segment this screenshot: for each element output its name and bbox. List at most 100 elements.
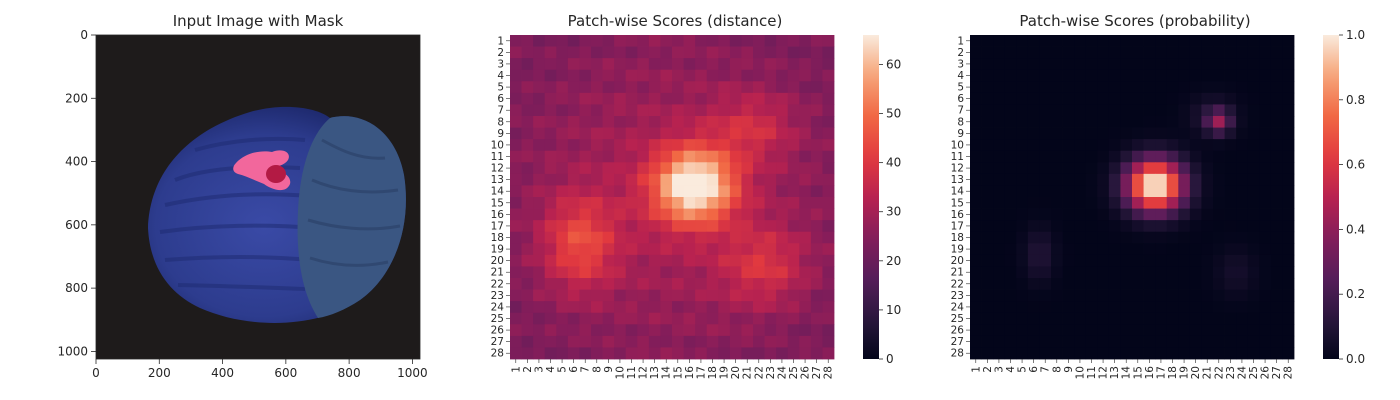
heatmap-cell — [672, 289, 684, 302]
heatmap-cell — [1178, 231, 1191, 244]
heatmap-cell — [799, 150, 812, 163]
heatmap-cell — [764, 173, 777, 186]
heatmap-cell — [567, 335, 580, 348]
heatmap-cell — [1132, 231, 1144, 244]
heatmap-cell — [1062, 266, 1075, 279]
heatmap-cell — [614, 127, 627, 140]
heatmap-cell — [544, 162, 557, 175]
heatmap-cell — [741, 335, 754, 348]
heatmap-cell — [1074, 92, 1087, 105]
heatmap-cell — [729, 301, 742, 314]
heatmap-cell — [1108, 347, 1121, 360]
heatmap-cell — [1085, 35, 1098, 47]
heatmap-cell — [637, 278, 650, 290]
heatmap-cell — [1016, 220, 1029, 233]
heatmap-cell — [1213, 231, 1225, 244]
heatmap-cell — [787, 254, 800, 267]
heatmap-cell — [706, 162, 719, 175]
colorbar-tick-label: 40 — [886, 156, 901, 170]
heatmap-cell — [706, 139, 719, 152]
heatmap-cell — [533, 116, 546, 128]
heatmap-cell — [970, 243, 982, 256]
y-tick-label: 6 — [957, 93, 964, 105]
heatmap-cell — [579, 289, 592, 302]
heatmap-cell — [810, 254, 823, 267]
heatmap-cell — [1051, 69, 1063, 82]
heatmap-cell — [614, 116, 627, 128]
heatmap-cell — [741, 104, 754, 117]
heatmap-cell — [799, 92, 812, 105]
heatmap-cell — [1213, 312, 1225, 325]
heatmap-cell — [695, 231, 708, 244]
heatmap-cell — [776, 162, 789, 175]
heatmap-cell — [1132, 289, 1144, 302]
heatmap-cell — [1236, 231, 1249, 244]
heatmap-cell — [521, 35, 534, 47]
heatmap-cell — [533, 162, 546, 175]
heatmap-cell — [510, 301, 522, 314]
heatmap-cell — [1027, 335, 1040, 348]
heatmap-cell — [1108, 58, 1121, 71]
heatmap-cell — [1178, 185, 1191, 198]
heatmap-cell — [729, 231, 742, 244]
heatmap-cell — [1085, 104, 1098, 117]
heatmap-cell — [556, 231, 569, 244]
heatmap-cell — [660, 139, 673, 152]
heatmap-cell — [1085, 69, 1098, 82]
heatmap-cell — [602, 220, 615, 233]
heatmap-cell — [567, 278, 580, 290]
heatmap-cell — [993, 347, 1006, 360]
heatmap-cell — [764, 278, 777, 290]
heatmap-cell — [1051, 278, 1063, 290]
heatmap-cell — [1270, 104, 1283, 117]
heatmap-cell — [614, 347, 627, 360]
x-tick-label: 17 — [695, 366, 707, 379]
x-tick-label: 7 — [580, 366, 592, 373]
heatmap-cell — [981, 347, 994, 360]
heatmap-cell — [1085, 347, 1098, 360]
heatmap-cell — [1259, 58, 1272, 71]
heatmap-cell — [683, 139, 696, 152]
heatmap-cell — [1051, 116, 1063, 128]
heatmap-cell — [1097, 312, 1110, 325]
heatmap-cell — [1062, 312, 1075, 325]
heatmap-cell — [993, 208, 1006, 221]
heatmap-cell — [1062, 197, 1075, 209]
heatmap-cell — [533, 46, 546, 59]
heatmap-cell — [1085, 301, 1098, 314]
heatmap-cell — [1132, 81, 1144, 94]
heatmap-cell — [1097, 173, 1110, 186]
heatmap-cell — [993, 197, 1006, 209]
heatmap-cell — [602, 139, 615, 152]
heatmap-cell — [741, 150, 754, 163]
heatmap-cell — [1097, 185, 1110, 198]
heatmap-cell — [1004, 173, 1017, 186]
heatmap-cell — [521, 231, 534, 244]
heatmap-cell — [1004, 324, 1017, 337]
heatmap-cell — [567, 324, 580, 337]
heatmap-cell — [1108, 162, 1121, 175]
heatmap-cell — [1224, 81, 1237, 94]
heatmap-cell — [1201, 220, 1214, 233]
heatmap-cell — [706, 335, 719, 348]
heatmap-cell — [741, 185, 754, 198]
heatmap-cell — [683, 278, 696, 290]
heatmap-cell — [1016, 139, 1029, 152]
x-tick-label: 8 — [1051, 366, 1063, 373]
heatmap-cell — [1247, 335, 1260, 348]
heatmap-cell — [1236, 127, 1249, 140]
heatmap-cell — [718, 92, 731, 105]
heatmap-cell — [1247, 116, 1260, 128]
heatmap-cell — [1097, 104, 1110, 117]
heatmap-cell — [637, 208, 650, 221]
heatmap-cell — [695, 58, 708, 71]
heatmap-cell — [556, 46, 569, 59]
heatmap-cell — [1039, 231, 1052, 244]
x-tick-label: 16 — [1144, 366, 1156, 380]
y-tick-label: 21 — [951, 267, 964, 279]
heatmap-cell — [1027, 81, 1040, 94]
heatmap-cell — [1074, 266, 1087, 279]
heatmap-cell — [718, 127, 731, 140]
heatmap-cell — [787, 46, 800, 59]
heatmap-cell — [1062, 278, 1075, 290]
